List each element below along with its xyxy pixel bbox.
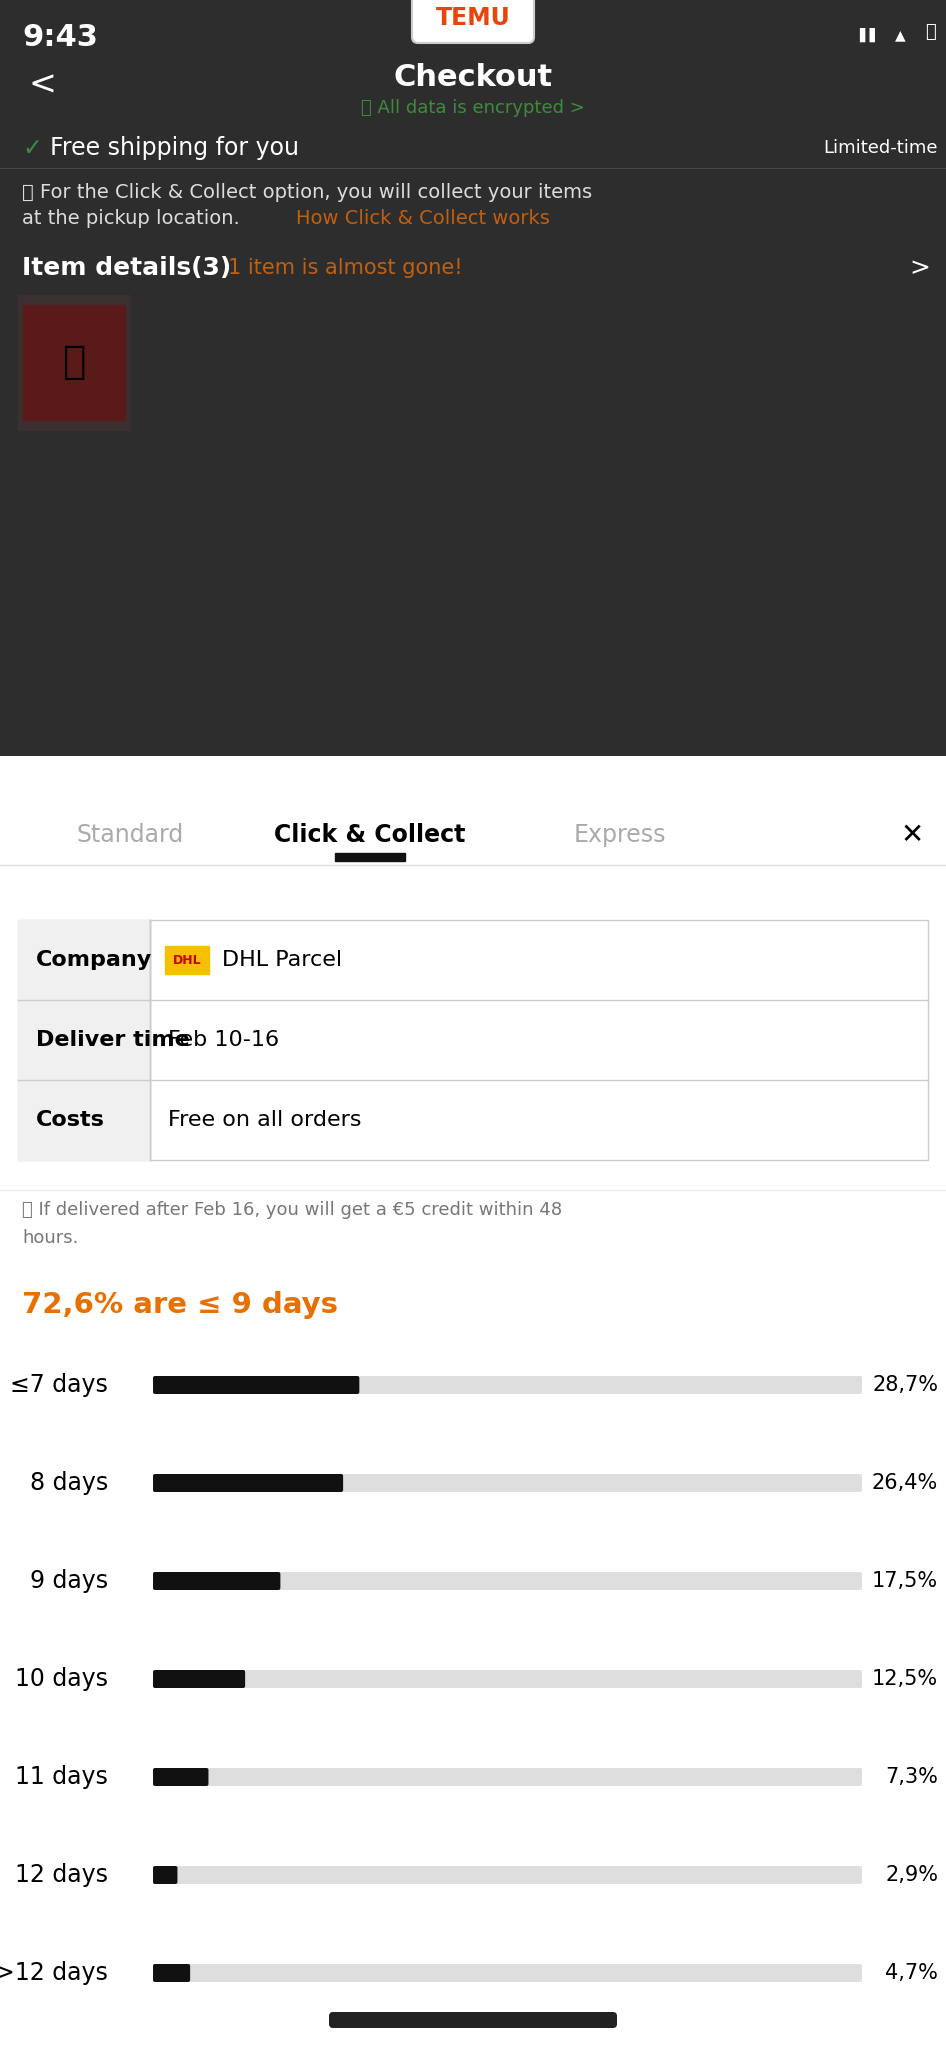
FancyBboxPatch shape [153,1475,862,1493]
Text: Checkout: Checkout [394,63,552,92]
Bar [18,920,150,999]
Text: Limited-time: Limited-time [824,139,938,158]
Bar [18,999,150,1079]
Text: <: < [28,68,56,102]
Text: 9 days: 9 days [30,1569,108,1593]
Text: 7,3%: 7,3% [885,1767,938,1788]
FancyBboxPatch shape [412,0,534,43]
Text: ✓: ✓ [22,135,42,160]
FancyBboxPatch shape [153,1767,208,1786]
FancyBboxPatch shape [153,1964,862,1982]
Text: >: > [909,256,930,281]
FancyBboxPatch shape [153,1376,862,1395]
FancyBboxPatch shape [153,1866,178,1884]
Text: 12,5%: 12,5% [872,1669,938,1690]
Text: How Click & Collect works: How Click & Collect works [296,209,550,227]
FancyBboxPatch shape [153,1767,862,1786]
Text: Free shipping for you: Free shipping for you [50,135,299,160]
Text: 17,5%: 17,5% [872,1571,938,1591]
Bar [165,946,209,975]
Text: Feb 10-16: Feb 10-16 [168,1030,279,1051]
Text: 72,6% are ≤ 9 days: 72,6% are ≤ 9 days [22,1290,338,1319]
Text: 28,7%: 28,7% [872,1374,938,1395]
Text: DHL Parcel: DHL Parcel [222,950,342,971]
Text: Click & Collect: Click & Collect [274,823,465,848]
Text: Free on all orders: Free on all orders [168,1110,361,1130]
FancyBboxPatch shape [153,1964,190,1982]
Text: Item details(3): Item details(3) [22,256,231,281]
Text: ✕: ✕ [901,821,923,850]
Text: >12 days: >12 days [0,1962,108,1985]
FancyBboxPatch shape [153,1475,343,1493]
FancyBboxPatch shape [153,1866,862,1884]
FancyBboxPatch shape [0,780,946,2048]
Text: DHL: DHL [173,954,201,967]
Text: Costs: Costs [36,1110,105,1130]
Text: ≤7 days: ≤7 days [10,1372,108,1397]
Text: Company: Company [36,950,152,971]
Text: ⓘ If delivered after Feb 16, you will get a €5 credit within 48: ⓘ If delivered after Feb 16, you will ge… [22,1200,562,1219]
Bar [18,920,928,1159]
FancyBboxPatch shape [153,1573,862,1589]
Text: Express: Express [574,823,666,848]
Text: 👟: 👟 [62,342,86,381]
Text: 4,7%: 4,7% [885,1962,938,1982]
Text: hours.: hours. [22,1229,79,1247]
FancyBboxPatch shape [153,1669,245,1688]
Text: 11 days: 11 days [15,1765,108,1790]
Text: 12 days: 12 days [15,1864,108,1886]
FancyBboxPatch shape [153,1573,280,1589]
Bar [18,295,130,430]
Bar [23,305,125,420]
Text: 26,4%: 26,4% [872,1473,938,1493]
FancyBboxPatch shape [0,756,946,821]
Text: Deliver time: Deliver time [36,1030,190,1051]
Text: Standard: Standard [77,823,184,848]
Text: ⓘ For the Click & Collect option, you will collect your items: ⓘ For the Click & Collect option, you wi… [22,184,592,203]
Bar [335,854,405,860]
Text: 1 item is almost gone!: 1 item is almost gone! [228,258,463,279]
Text: TEMU: TEMU [435,6,511,31]
Text: 🔋: 🔋 [924,23,936,41]
FancyBboxPatch shape [153,1376,359,1395]
Text: 9:43: 9:43 [22,23,98,53]
Text: at the pickup location.: at the pickup location. [22,209,253,227]
Bar [18,1079,150,1159]
Text: 🔒 All data is encrypted >: 🔒 All data is encrypted > [361,98,585,117]
FancyBboxPatch shape [153,1669,862,1688]
Text: ▲: ▲ [895,29,905,43]
FancyBboxPatch shape [329,2011,617,2028]
Text: 10 days: 10 days [15,1667,108,1692]
Text: ▌▌: ▌▌ [859,29,881,43]
Text: 2,9%: 2,9% [885,1866,938,1884]
Text: 8 days: 8 days [29,1470,108,1495]
